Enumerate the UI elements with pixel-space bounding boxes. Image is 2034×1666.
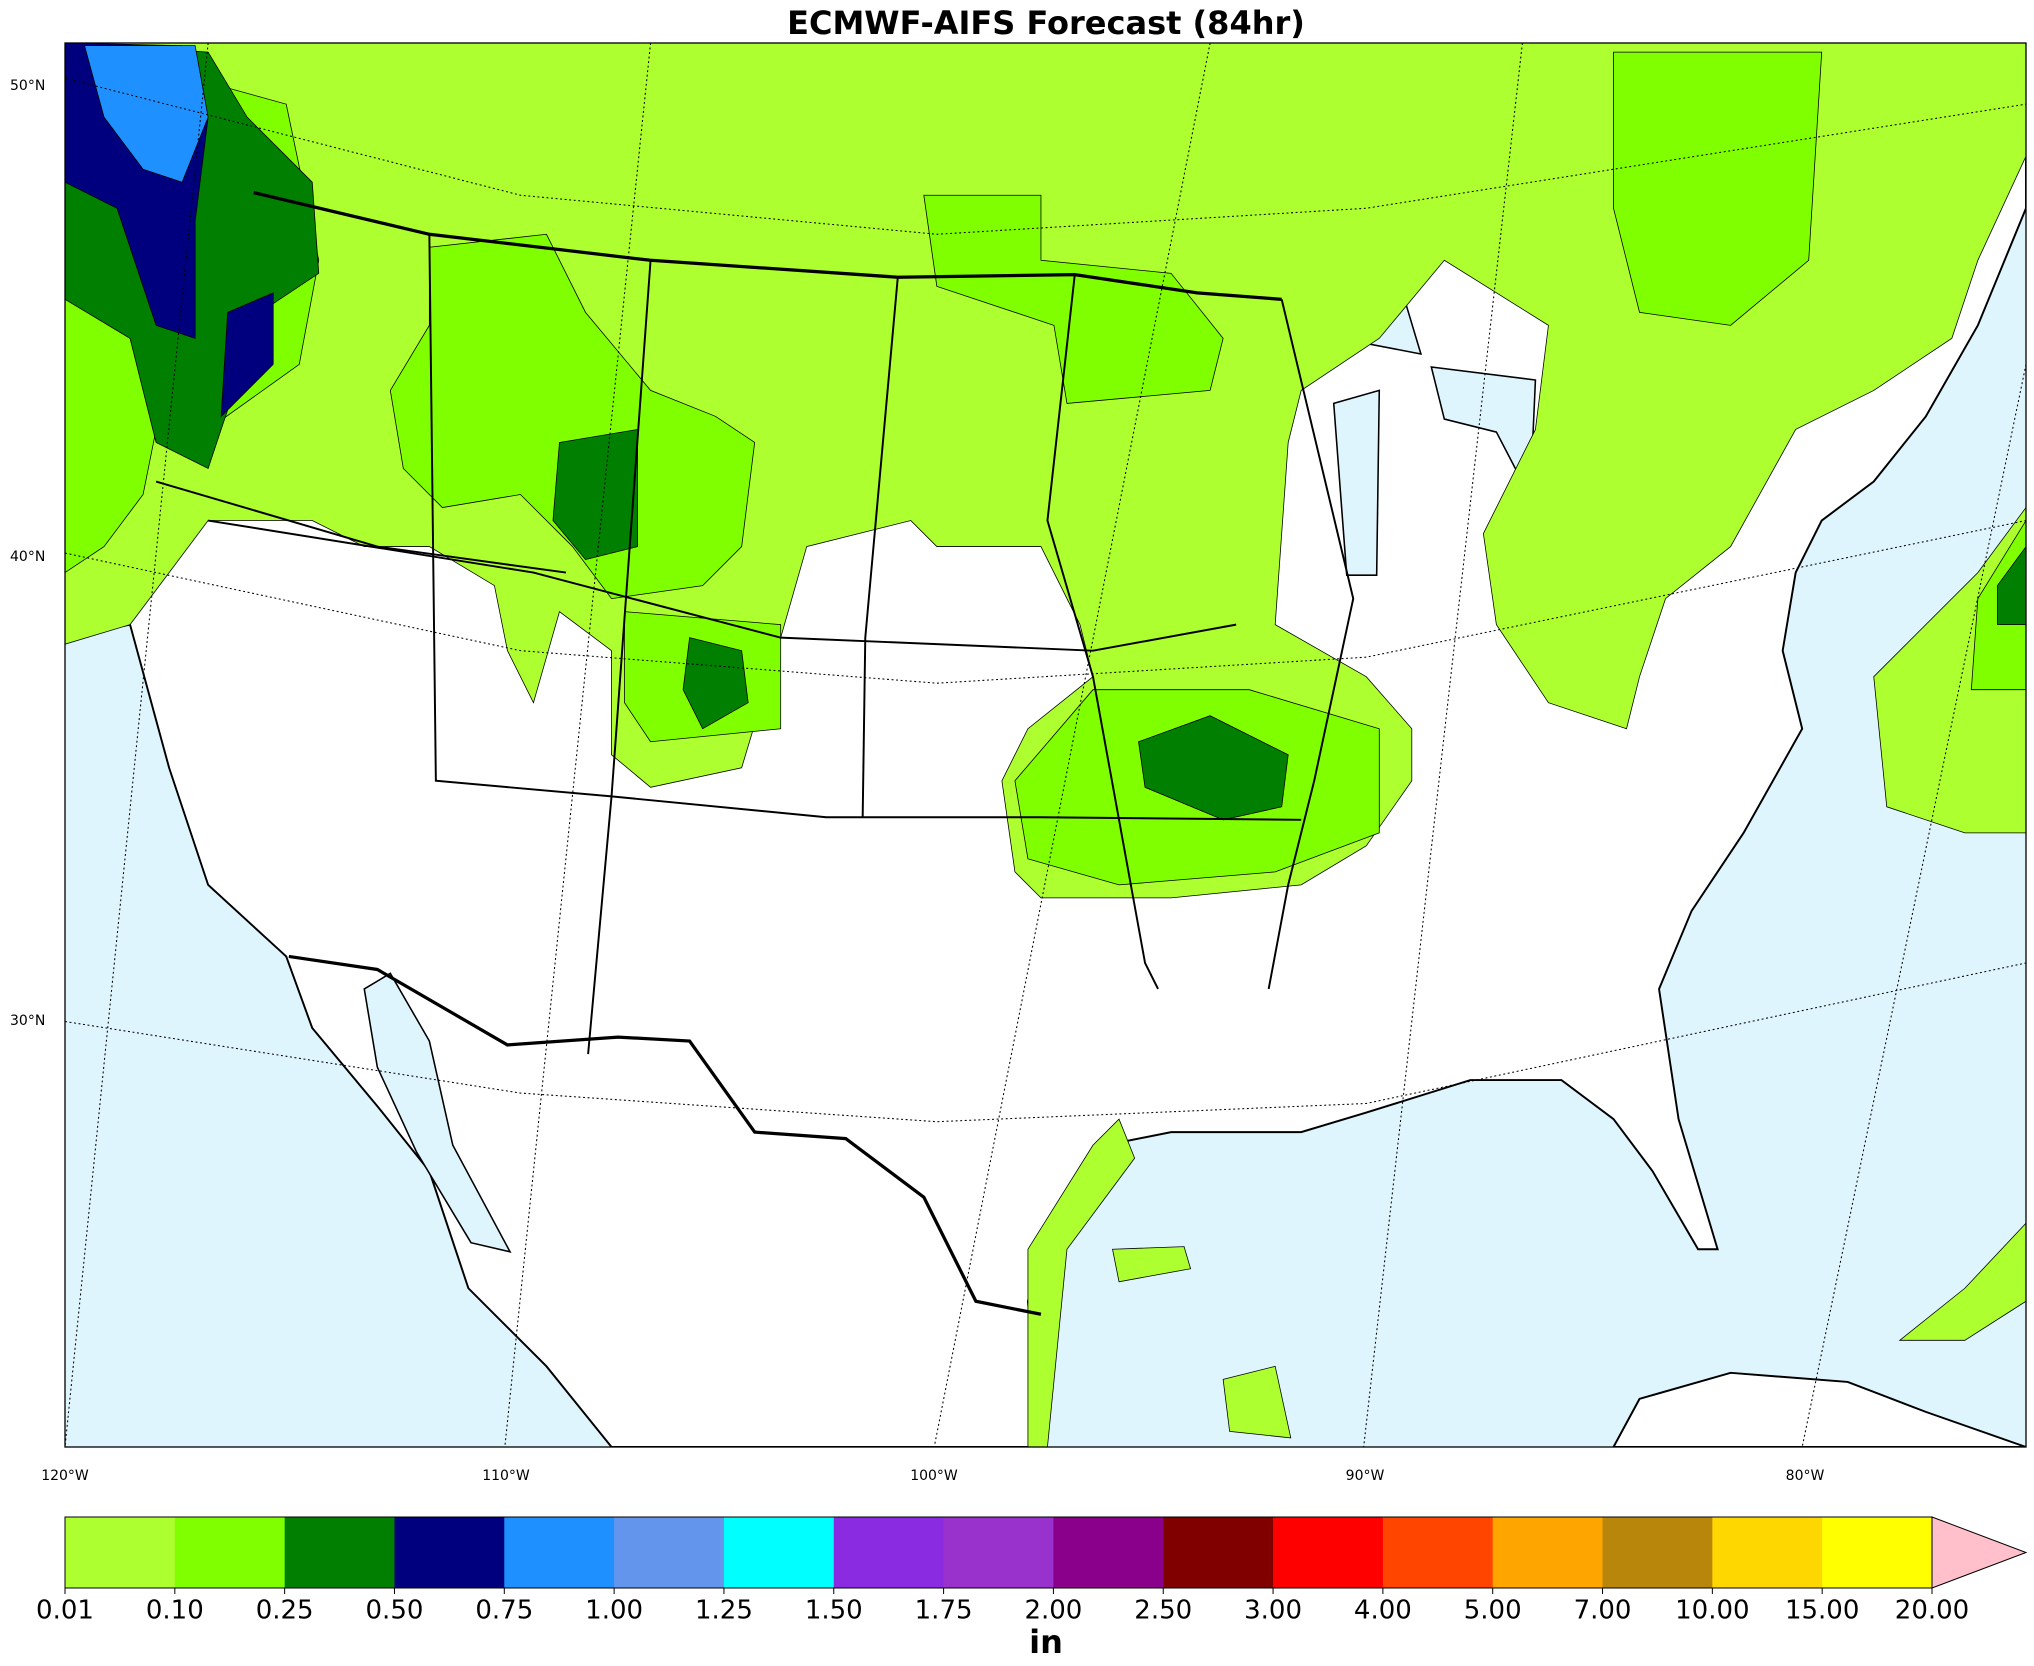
colorbar-tick-label: 7.00 xyxy=(1574,1596,1632,1626)
water-body xyxy=(1332,389,1381,576)
precip-area xyxy=(682,637,749,730)
title: ECMWF-AIFS Forecast (84hr) xyxy=(787,4,1305,42)
colorbar-segment xyxy=(833,1517,945,1588)
colorbar-tick-label: 4.00 xyxy=(1354,1596,1412,1626)
colorbar-segment xyxy=(1273,1517,1384,1588)
colorbar-tick-label: 0.25 xyxy=(256,1596,314,1626)
precip-area xyxy=(1222,1365,1292,1439)
colorbar-segment xyxy=(174,1517,286,1588)
border xyxy=(155,480,567,574)
lon-label: 80°W xyxy=(1786,1468,1825,1484)
colorbar-extend xyxy=(1931,1516,2028,1589)
border xyxy=(428,234,1302,821)
colorbar-tick-label: 2.00 xyxy=(1024,1596,1082,1626)
water-body xyxy=(1430,366,1537,501)
graticule xyxy=(65,43,209,1447)
precip-area xyxy=(1613,51,1823,326)
colorbar-tick-label: 10.00 xyxy=(1675,1596,1749,1626)
land xyxy=(1612,1371,2026,1447)
border xyxy=(861,277,899,818)
graticule xyxy=(933,43,1211,1447)
colorbar-segment xyxy=(1053,1517,1164,1588)
colorbar-segment xyxy=(1492,1517,1604,1588)
colorbar-segment xyxy=(65,1517,176,1588)
colorbar-segment xyxy=(723,1517,835,1588)
precip-area xyxy=(1138,715,1289,821)
graticule xyxy=(1363,43,1523,1447)
lat-label: 40°N xyxy=(10,549,45,565)
graticule xyxy=(65,520,2026,684)
colorbar-segment xyxy=(394,1517,505,1588)
colorbar-tick-label: 15.00 xyxy=(1785,1596,1859,1626)
lon-label: 100°W xyxy=(910,1468,958,1484)
lon-label: 110°W xyxy=(482,1468,530,1484)
graticule xyxy=(1801,364,2026,1447)
graticule xyxy=(504,43,652,1447)
colorbar-tick-label: 1.25 xyxy=(695,1596,753,1626)
colorbar-segment xyxy=(284,1517,395,1588)
colorbar-unit: in xyxy=(1029,1623,1063,1661)
border xyxy=(207,519,1237,652)
border xyxy=(288,954,1042,1316)
border xyxy=(1046,274,1159,990)
precip-area xyxy=(923,194,1224,404)
precip-area xyxy=(220,292,274,418)
lat-label: 30°N xyxy=(10,1013,45,1029)
lon-label: 120°W xyxy=(41,1468,89,1484)
colorbar-tick-label: 0.75 xyxy=(475,1596,533,1626)
graticule xyxy=(65,77,2026,235)
precip-area xyxy=(1112,1246,1192,1283)
colorbar-tick-label: 3.00 xyxy=(1244,1596,1302,1626)
water-body xyxy=(363,972,512,1253)
colorbar-segment xyxy=(1163,1517,1274,1588)
border xyxy=(1267,299,1355,990)
colorbar-segment xyxy=(1712,1517,1823,1588)
colorbar-tick-label: 0.10 xyxy=(146,1596,204,1626)
precip-area xyxy=(1027,1118,1136,1447)
colorbar-segment xyxy=(1382,1517,1494,1588)
map xyxy=(65,43,2026,1447)
lat-label: 50°N xyxy=(10,78,45,94)
colorbar-segment xyxy=(504,1517,615,1588)
border xyxy=(587,260,652,1055)
colorbar-segment xyxy=(614,1517,725,1588)
lon-label: 90°W xyxy=(1346,1468,1385,1484)
colorbar-tick-label: 20.00 xyxy=(1895,1596,1969,1626)
colorbar-outline xyxy=(64,1516,1933,1589)
colorbar-tick-label: 0.50 xyxy=(366,1596,424,1626)
colorbar-segment xyxy=(1822,1517,1933,1588)
colorbar-tick-label: 0.01 xyxy=(36,1596,94,1626)
colorbar-tick-label: 1.00 xyxy=(585,1596,643,1626)
colorbar-segment xyxy=(1602,1517,1713,1588)
colorbar-tick-label: 1.75 xyxy=(915,1596,973,1626)
precip-area xyxy=(552,428,638,561)
colorbar-tick-label: 2.50 xyxy=(1134,1596,1192,1626)
precip-area xyxy=(84,45,209,183)
map-frame xyxy=(64,42,2027,1448)
colorbar-segment xyxy=(943,1517,1054,1588)
colorbar-tick-label: 5.00 xyxy=(1464,1596,1522,1626)
colorbar-tick-label: 1.50 xyxy=(805,1596,863,1626)
map-layers xyxy=(65,43,2026,1447)
